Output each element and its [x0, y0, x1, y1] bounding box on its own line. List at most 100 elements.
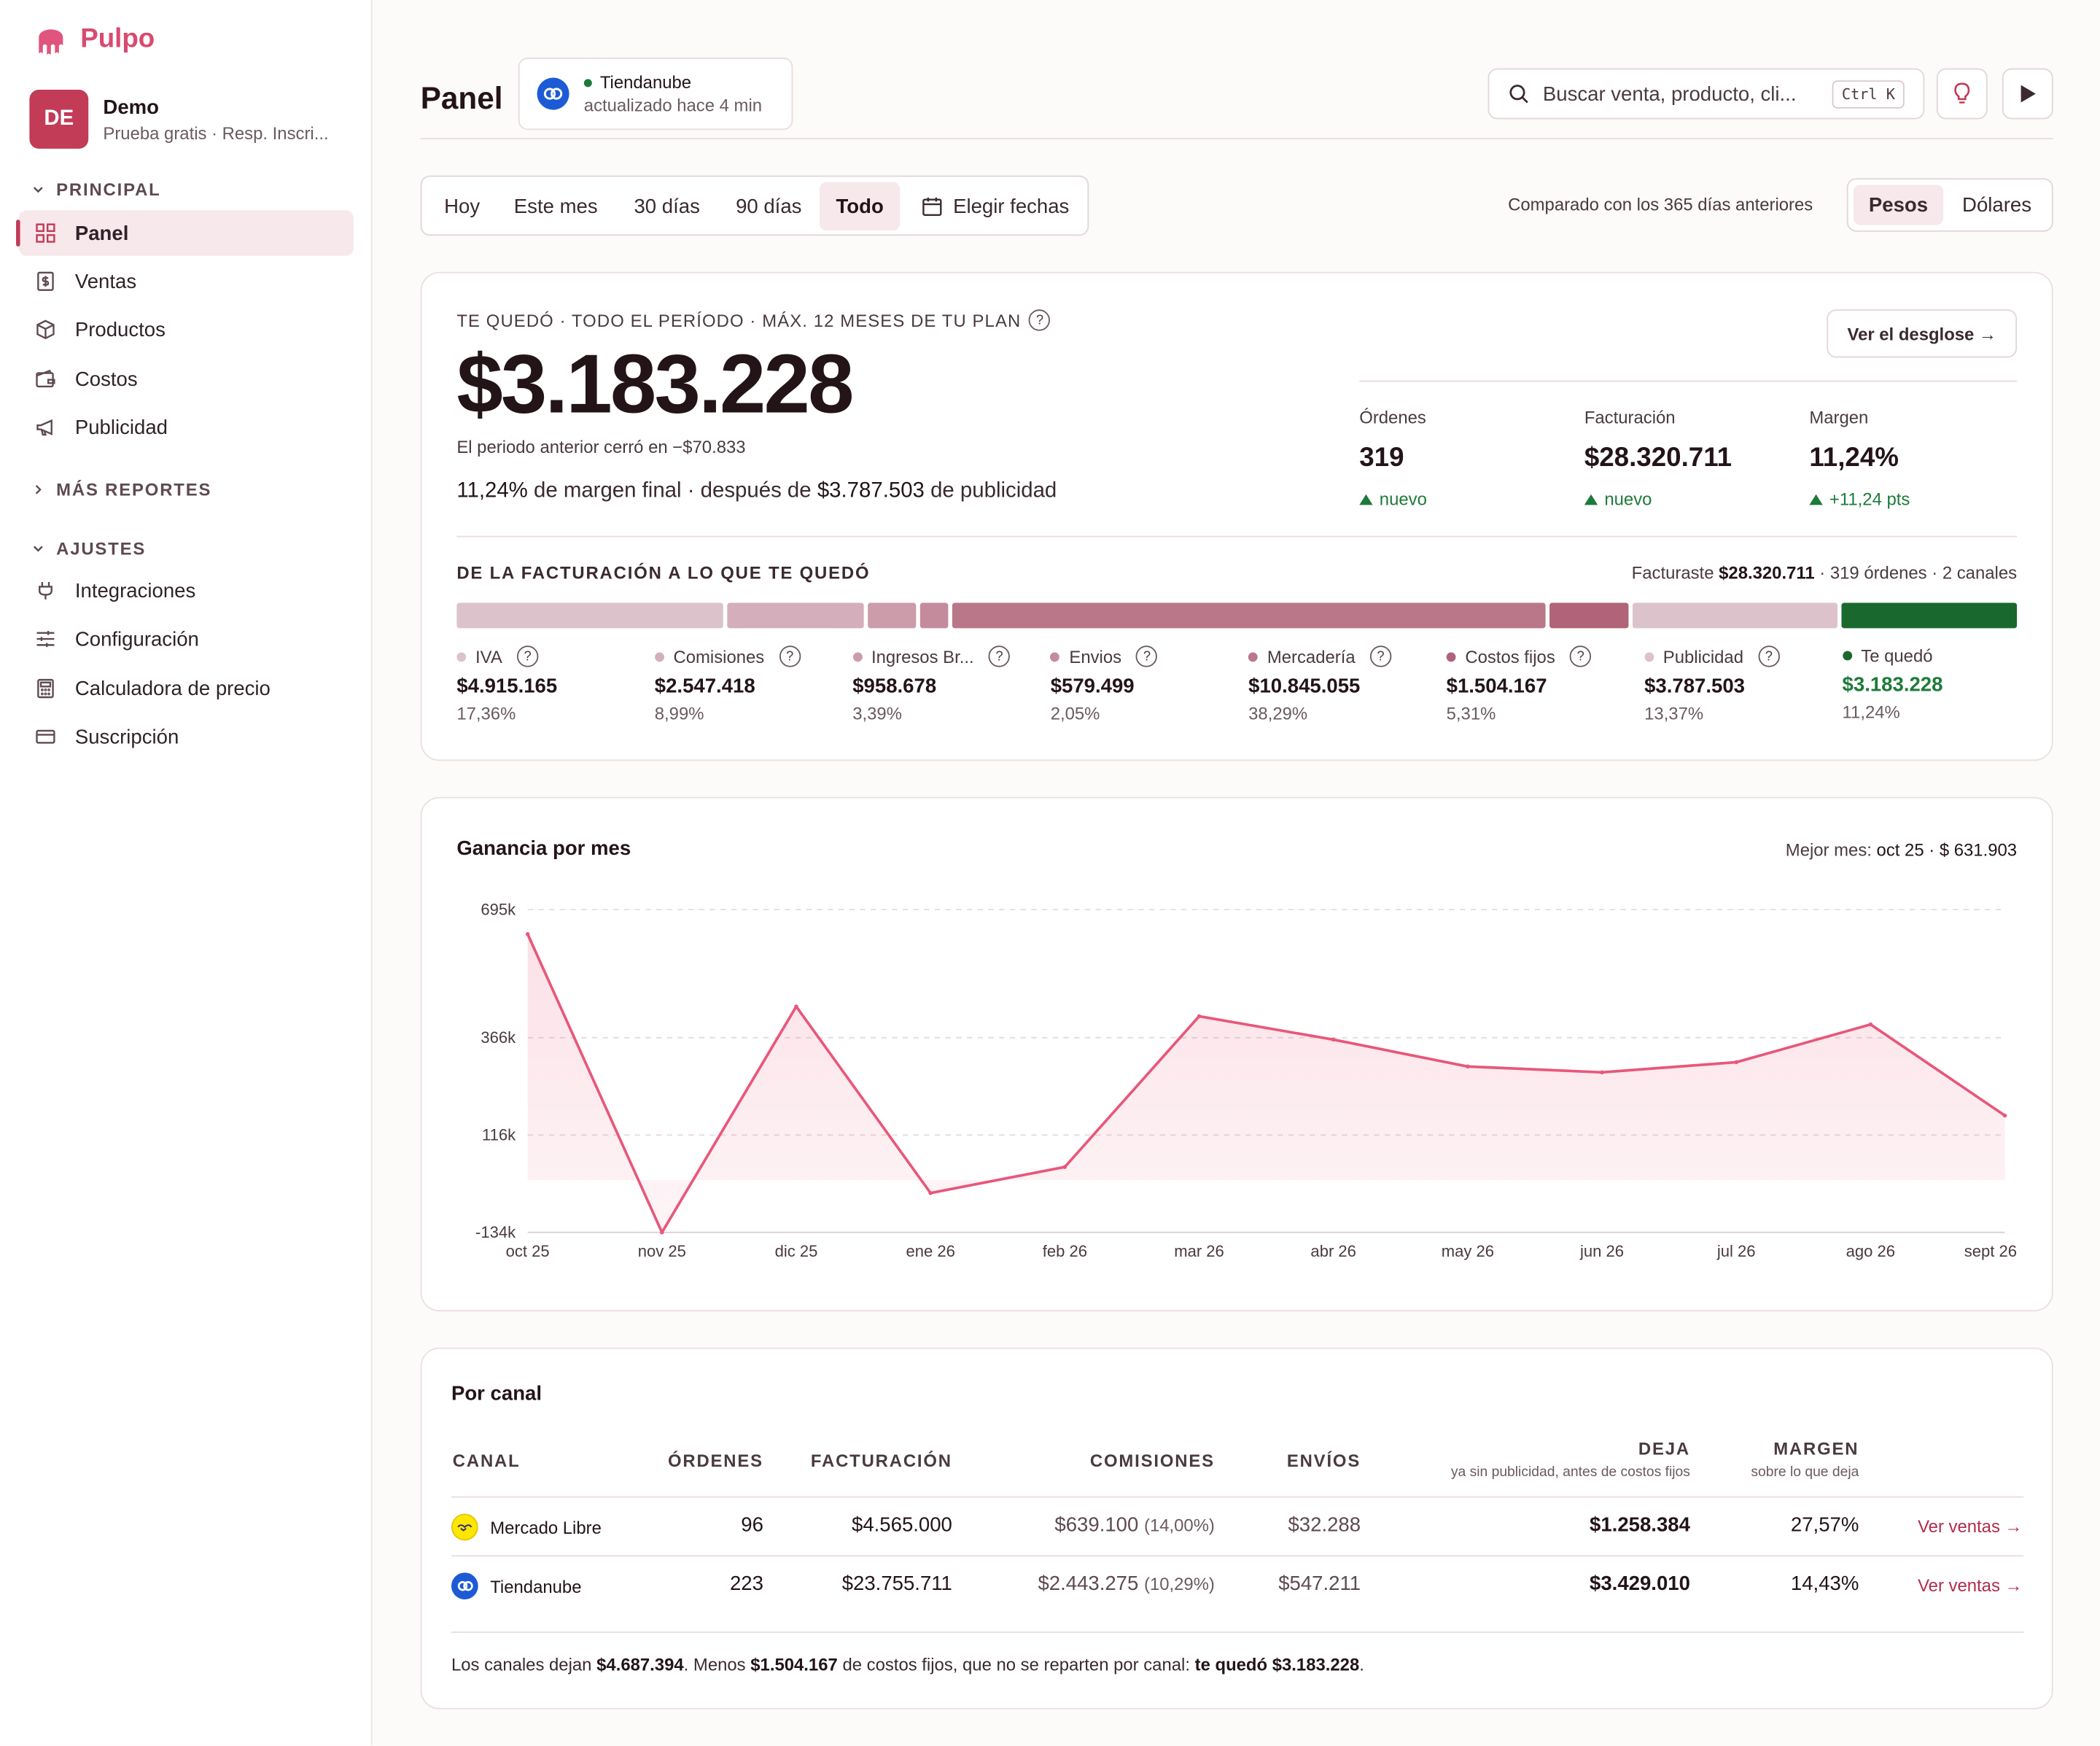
view-sales-link[interactable]: Ver ventas → [1918, 1575, 2023, 1596]
summary-overline-text: TE QUEDÓ · TODO EL PERÍODO · MÁX. 12 MES… [456, 310, 1022, 330]
sidebar-item-productos[interactable]: Productos [19, 307, 354, 352]
data-point[interactable] [525, 932, 530, 936]
date-range-tabs: Hoy Este mes 30 días 90 días Todo Elegir… [420, 175, 1089, 236]
data-point[interactable] [2002, 1113, 2007, 1118]
view-breakdown-button[interactable]: Ver el desglose → [1827, 309, 2018, 358]
data-point[interactable] [1734, 1060, 1738, 1065]
waterfall-summary: Facturaste $28.320.711 · 319 órdenes · 2… [1632, 562, 2017, 583]
legend-pct: 3,39% [852, 703, 902, 723]
tab-dolares[interactable]: Dólares [1962, 193, 2031, 217]
search-icon [1509, 85, 1528, 104]
help-icon[interactable]: ? [1569, 645, 1592, 667]
sidebar-item-panel[interactable]: Panel [16, 210, 354, 256]
sidebar-item-ventas[interactable]: Ventas [19, 258, 354, 303]
brand-name: Pulpo [80, 23, 155, 53]
receipt-icon [37, 271, 54, 291]
sidebar-item-costos[interactable]: Costos [19, 357, 354, 402]
legend-dot-icon [1248, 651, 1259, 661]
tab-hoy[interactable]: Hoy [444, 195, 481, 218]
legend-pct: 2,05% [1050, 703, 1100, 723]
legend-value: $1.504.167 [1446, 675, 1547, 698]
legend-item: Ingresos Br...? $958.678 3,39% [852, 645, 1040, 723]
col-deja: DEJA [1638, 1438, 1690, 1459]
megaphone-icon [36, 419, 52, 436]
account-plan: Prueba gratis · Resp. Inscri... [103, 123, 329, 143]
kpi-orders: Órdenes 319 nuevo [1359, 407, 1427, 509]
sidebar-item-configuracion[interactable]: Configuración [19, 616, 354, 661]
data-point[interactable] [1868, 1022, 1873, 1027]
brand-logo[interactable]: Pulpo [35, 21, 155, 56]
data-point[interactable] [1197, 1014, 1202, 1019]
fees-cell: $639.100 (14,00%) [1054, 1513, 1214, 1536]
search-input[interactable]: Buscar venta, producto, cli... Ctrl K [1488, 68, 1925, 120]
legend-pct: 5,31% [1446, 703, 1496, 723]
play-tour-button[interactable] [2002, 68, 2053, 120]
foot-text: . [1359, 1654, 1364, 1675]
tab-30-dias[interactable]: 30 días [634, 195, 700, 218]
section-principal-toggle[interactable]: PRINCIPAL [32, 179, 161, 200]
sidebar-item-label: Publicidad [74, 416, 168, 439]
sidebar-item-calculadora[interactable]: Calculadora de precio [19, 666, 354, 711]
legend-label: Comisiones [673, 646, 765, 667]
data-point[interactable] [660, 1230, 664, 1235]
section-ajustes-toggle[interactable]: AJUSTES [32, 538, 146, 559]
legend-label: IVA [475, 646, 502, 667]
data-point[interactable] [928, 1191, 933, 1195]
store-name: Tiendanube [599, 72, 692, 93]
shipping-cell: $32.288 [1288, 1513, 1361, 1537]
help-icon[interactable]: ? [779, 645, 801, 667]
choose-dates-button[interactable]: Elegir fechas [909, 182, 1081, 230]
billing-cell: $23.755.711 [841, 1572, 952, 1596]
margin-pct: 11,24% [456, 479, 528, 503]
channels-footnote: Los canales dejan $4.687.394. Menos $1.5… [451, 1654, 1364, 1675]
fees-amount: $639.100 [1054, 1513, 1139, 1537]
help-icon[interactable]: ? [516, 645, 539, 667]
col-ordenes: ÓRDENES [667, 1451, 763, 1471]
sidebar-item-label: Integraciones [74, 579, 196, 602]
sidebar-item-publicidad[interactable]: Publicidad [19, 405, 354, 450]
store-status-chip[interactable]: Tiendanube actualizado hace 4 min [518, 57, 793, 131]
bar-segment [456, 602, 724, 629]
kpi-value: 319 [1359, 443, 1404, 473]
help-icon[interactable]: ? [1136, 645, 1158, 667]
choose-dates-label: Elegir fechas [953, 195, 1070, 218]
sidebar-item-suscripcion[interactable]: Suscripción [19, 714, 354, 759]
data-point[interactable] [1331, 1037, 1336, 1042]
fees-pct: (14,00%) [1144, 1515, 1215, 1535]
tab-todo[interactable]: Todo [820, 182, 901, 230]
view-sales-link[interactable]: Ver ventas → [1918, 1516, 2023, 1537]
data-point[interactable] [1062, 1165, 1068, 1169]
account-switcher[interactable]: DE Demo Prueba gratis · Resp. Inscri... [29, 90, 329, 149]
legend-value: $2.547.418 [654, 675, 755, 698]
data-point[interactable] [1466, 1064, 1470, 1069]
margin-summary: 11,24% de margen final · después de $3.7… [456, 480, 1057, 504]
data-point[interactable] [794, 1004, 798, 1009]
help-icon[interactable]: ? [988, 645, 1011, 667]
search-placeholder: Buscar venta, producto, cli... [1542, 82, 1797, 106]
x-tick-label: abr 26 [1310, 1242, 1356, 1260]
table-header-divider [451, 1496, 2024, 1498]
help-icon[interactable]: ? [1369, 645, 1392, 667]
data-point[interactable] [1600, 1070, 1604, 1075]
page-title: Panel [420, 80, 503, 115]
legend-pct: 13,37% [1644, 703, 1704, 723]
channel-name: Tiendanube [490, 1575, 582, 1596]
y-tick-label: 116k [482, 1126, 516, 1144]
play-icon [2021, 85, 2036, 103]
box-icon [36, 319, 55, 340]
bar-segment [727, 602, 864, 629]
legend-label: Te quedó [1861, 645, 1933, 666]
help-icon[interactable]: ? [1758, 645, 1780, 667]
tab-90-dias[interactable]: 90 días [736, 195, 802, 218]
legend-item: Mercadería? $10.845.055 38,29% [1248, 645, 1436, 723]
foot-text: . Menos [683, 1654, 746, 1675]
orders-cell: 223 [729, 1572, 763, 1596]
foot-amount: $4.687.394 [596, 1654, 684, 1675]
sidebar-item-integraciones[interactable]: Integraciones [19, 568, 354, 613]
tab-pesos[interactable]: Pesos [1853, 185, 1944, 225]
help-icon[interactable]: ? [1029, 309, 1051, 331]
tips-button[interactable] [1936, 68, 1988, 120]
tab-este-mes[interactable]: Este mes [513, 195, 598, 218]
section-reports-toggle[interactable]: MÁS REPORTES [32, 480, 211, 500]
x-tick-label: ago 26 [1846, 1242, 1895, 1260]
